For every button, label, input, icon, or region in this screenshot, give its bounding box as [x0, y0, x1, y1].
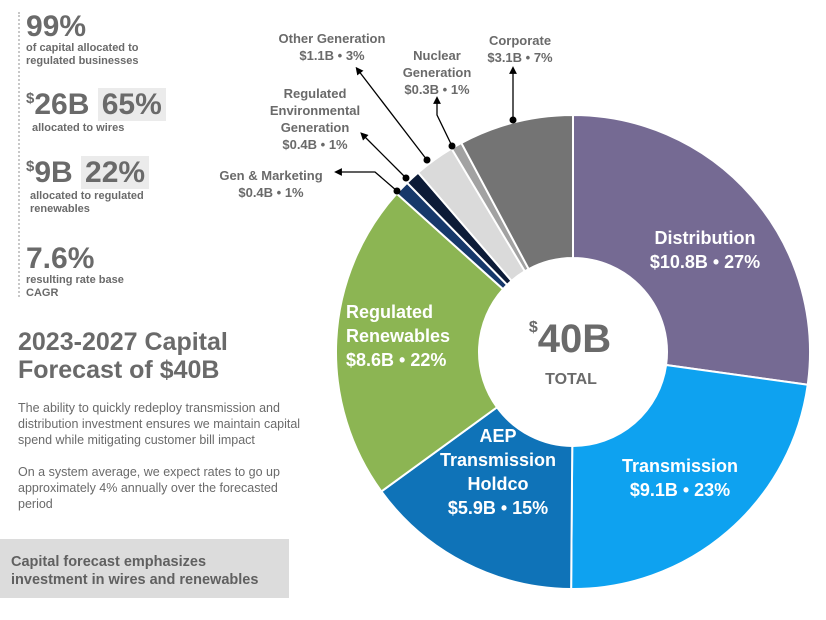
kpi-value: 9B	[34, 156, 73, 189]
slice-name-label: AEP	[479, 426, 516, 446]
slice-value-label: $9.1B • 23%	[630, 480, 730, 500]
slice-value-label: $1.1B • 3%	[299, 48, 365, 63]
center-value: 40B	[538, 317, 611, 361]
slice-regulated-renewables	[334, 192, 505, 493]
slice-value-label: $3.1B • 7%	[487, 50, 553, 65]
slice-aep-transmission-holdco	[379, 405, 574, 591]
slice-name-label: Corporate	[489, 33, 551, 48]
slice-corporate	[459, 113, 574, 271]
slice-transmission	[570, 363, 809, 590]
kpi-caption: resulting rate base	[26, 274, 124, 286]
slice-name-label: Other Generation	[279, 31, 386, 46]
kpi-panel: 99% of capital allocated to regulated bu…	[18, 12, 226, 300]
kpi-highlight: 22%	[81, 156, 150, 189]
title-line: Forecast of $40B	[18, 356, 220, 384]
kpi-value: 7.6%	[26, 242, 95, 275]
title-line: 2023-2027 Capital	[18, 328, 228, 356]
slice-value-label: $0.4B • 1%	[238, 185, 304, 200]
svg-text:$40B: $40B	[529, 317, 611, 361]
center-sub: TOTAL	[545, 371, 597, 388]
callout-line: Capital forecast emphasizes	[11, 554, 207, 570]
kpi-caption: allocated to regulated	[30, 190, 144, 202]
paragraph: The ability to quickly redeploy transmis…	[18, 401, 301, 447]
callout-line	[360, 132, 407, 179]
callout-line: investment in wires and renewables	[11, 572, 259, 588]
page-title: 2023-2027 Capital Forecast of $40B	[18, 328, 228, 384]
slice-name-label: Transmission	[622, 456, 738, 476]
center-currency: $	[529, 319, 538, 336]
callout-line	[334, 168, 398, 192]
slice-name-label: Generation	[403, 65, 472, 80]
kpi-regulated: 99% of capital allocated to regulated bu…	[26, 12, 139, 68]
currency-sign: $	[26, 158, 35, 175]
slice-value-label: $5.9B • 15%	[448, 498, 548, 518]
kpi-caption: regulated businesses	[26, 55, 139, 67]
slice-name-label: Regulated	[284, 86, 347, 101]
kpi-wires: $26B 65% allocated to wires	[26, 88, 166, 135]
kpi-cagr: 7.6% resulting rate base CAGR	[26, 244, 124, 300]
kpi-value: 26B	[34, 88, 90, 121]
kpi-caption: CAGR	[26, 287, 59, 299]
slice-value-label: $0.3B • 1%	[404, 82, 470, 97]
callout-dot	[402, 174, 410, 182]
kpi-value: 99%	[26, 10, 87, 43]
kpi-caption: of capital allocated to	[26, 42, 139, 54]
slice-name-label: Environmental	[270, 103, 360, 118]
slice-name-label: Generation	[281, 120, 350, 135]
kpi-highlight: 65%	[97, 88, 166, 121]
slice-value-label: $8.6B • 22%	[346, 350, 446, 370]
slice-name-label: Holdco	[468, 474, 529, 494]
kpi-caption: renewables	[30, 203, 90, 215]
kpi-caption: allocated to wires	[32, 122, 125, 134]
callout-dot	[393, 187, 401, 195]
paragraphs: The ability to quickly redeploy transmis…	[18, 400, 302, 512]
callout-dot	[423, 156, 431, 164]
currency-sign: $	[26, 90, 35, 107]
callout-box: Capital forecast emphasizes investment in…	[0, 539, 289, 598]
slice-name-label: Nuclear	[413, 48, 461, 63]
callout-dot	[448, 142, 456, 150]
slice-name-label: Distribution	[655, 228, 756, 248]
slice-value-label: $10.8B • 27%	[650, 252, 760, 272]
callout-dot	[509, 116, 517, 124]
slice-name-label: Renewables	[346, 326, 450, 346]
callout-line	[355, 66, 428, 161]
slice-value-label: $0.4B • 1%	[282, 137, 348, 152]
slice-name-label: Gen & Marketing	[219, 168, 322, 183]
callout-line	[433, 96, 453, 147]
slice-name-label: Transmission	[440, 450, 556, 470]
slice-name-label: Regulated	[346, 302, 433, 322]
kpi-renewables: $9B 22% allocated to regulated renewable…	[26, 156, 150, 216]
paragraph: On a system average, we expect rates to …	[18, 465, 280, 511]
slice-distribution	[572, 113, 811, 386]
